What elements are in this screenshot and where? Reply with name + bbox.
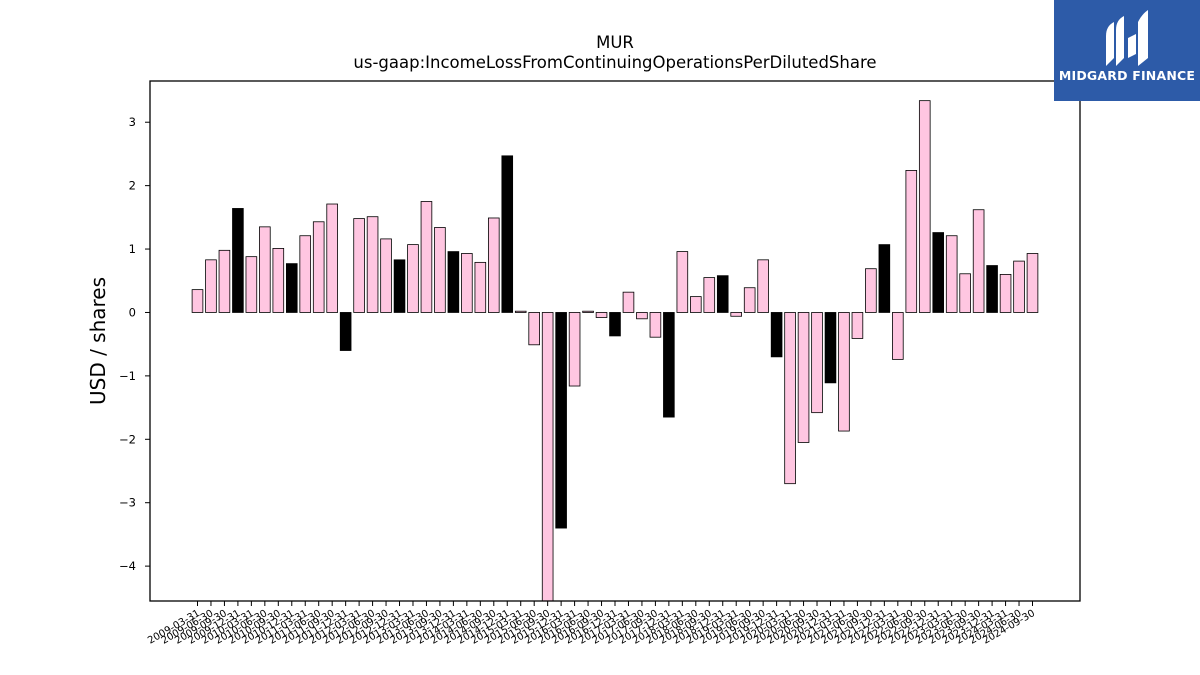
bars-group xyxy=(191,100,1039,602)
bar-2012-06-30 xyxy=(366,216,379,313)
bar-2018-12-31 xyxy=(716,275,729,313)
bar-2020-03-31 xyxy=(784,312,796,485)
bar-2011-03-31 xyxy=(299,235,312,313)
bar-2013-03-31 xyxy=(407,244,419,313)
bar-2010-09-30 xyxy=(272,248,285,313)
bar-2021-03-31 xyxy=(838,312,850,432)
bar-2019-12-31 xyxy=(770,312,783,358)
bar-2019-09-30 xyxy=(757,259,769,313)
bar-2016-09-30 xyxy=(595,312,608,318)
bar-2024-09-30 xyxy=(1026,253,1039,313)
bar-2013-09-30 xyxy=(434,227,446,313)
y-tick-label: −1 xyxy=(119,369,136,383)
y-axis-label: USD / shares xyxy=(86,277,110,405)
midgard-logo-icon xyxy=(1106,10,1148,66)
bar-2014-12-31 xyxy=(501,155,514,313)
bar-2015-09-30 xyxy=(541,312,554,602)
bar-2014-06-30 xyxy=(474,261,487,313)
bar-2021-12-31 xyxy=(878,244,891,313)
bar-2023-06-30 xyxy=(959,273,971,313)
bar-2022-12-31 xyxy=(932,232,945,313)
bar-2013-06-30 xyxy=(420,201,433,313)
y-tick-label: 3 xyxy=(129,115,136,129)
chart-title: MUR xyxy=(596,33,634,52)
bar-2012-09-30 xyxy=(380,238,392,313)
bar-2010-06-30 xyxy=(259,226,271,313)
y-tick-label: 1 xyxy=(129,242,136,256)
bar-2013-12-31 xyxy=(447,251,460,313)
bar-2012-03-31 xyxy=(353,218,365,313)
y-tick-label: −4 xyxy=(119,559,136,573)
midgard-finance-logo: MIDGARD FINANCE xyxy=(1054,0,1200,101)
bar-2018-03-31 xyxy=(676,251,689,313)
bar-2022-09-30 xyxy=(918,100,931,313)
bar-2017-03-31 xyxy=(622,291,635,313)
chart-subtitle: us-gaap:IncomeLossFromContinuingOperatio… xyxy=(353,53,876,72)
y-axis: 3 2 1 0 −1 −2 −3 −4 xyxy=(119,115,150,573)
bar-2010-03-31 xyxy=(245,256,258,313)
bar-2023-03-31 xyxy=(945,235,958,313)
bar-2014-03-31 xyxy=(461,253,473,313)
bar-2011-12-31 xyxy=(339,312,352,351)
bar-2012-12-31 xyxy=(393,259,406,313)
y-tick-label: 2 xyxy=(129,179,136,193)
bar-2009-06-30 xyxy=(205,259,217,313)
bar-2023-09-30 xyxy=(972,209,985,313)
bar-2017-12-31 xyxy=(663,312,675,418)
y-tick-label: −3 xyxy=(119,496,136,510)
bar-2015-03-31 xyxy=(514,310,527,313)
bar-2009-03-31 xyxy=(191,289,204,313)
bar-2024-06-30 xyxy=(1013,260,1025,313)
bar-2015-12-31 xyxy=(555,312,567,529)
bar-2009-12-31 xyxy=(232,208,244,313)
bar-2021-09-30 xyxy=(865,268,877,313)
bar-2015-06-30 xyxy=(528,312,540,346)
bar-2024-03-31 xyxy=(999,274,1012,313)
plot-frame xyxy=(149,80,1081,602)
y-tick-label: −2 xyxy=(119,432,136,446)
bar-2010-12-31 xyxy=(285,263,298,313)
bar-2022-06-30 xyxy=(905,170,918,313)
bar-2019-06-30 xyxy=(743,287,756,313)
bar-2021-06-30 xyxy=(851,312,864,339)
bar-2018-09-30 xyxy=(703,277,716,313)
bar-2020-06-30 xyxy=(797,312,810,443)
bar-2014-09-30 xyxy=(487,217,500,313)
bar-2020-12-31 xyxy=(824,312,837,384)
bar-2011-06-30 xyxy=(312,221,325,313)
bar-2019-03-31 xyxy=(730,312,742,317)
bar-2018-06-30 xyxy=(690,296,702,313)
bar-2023-12-31 xyxy=(986,265,998,313)
bar-2016-03-31 xyxy=(568,312,581,387)
logo-text: MIDGARD FINANCE xyxy=(1058,68,1196,83)
bar-2017-06-30 xyxy=(636,312,648,320)
bar-2022-03-31 xyxy=(892,312,904,360)
bar-2016-06-30 xyxy=(582,310,594,313)
bar-2009-09-30 xyxy=(218,249,231,313)
bar-2017-09-30 xyxy=(649,312,662,338)
bar-2016-12-31 xyxy=(609,312,621,337)
bar-2011-09-30 xyxy=(326,203,338,313)
x-axis: 2009-03-312009-06-302009-09-302009-12-31… xyxy=(146,601,1037,647)
bar-2020-09-30 xyxy=(811,312,823,414)
y-tick-label: 0 xyxy=(129,305,136,319)
